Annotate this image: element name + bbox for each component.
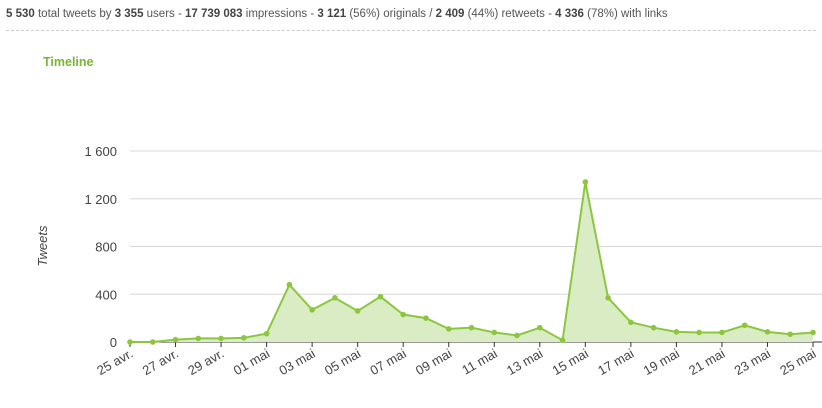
x-tick-label: 23 mai (732, 346, 773, 379)
x-tick-label: 27 avr. (140, 346, 181, 379)
x-tick-label: 11 mai (459, 346, 500, 378)
stat-value: 4 336 (555, 8, 584, 20)
point (354, 308, 361, 314)
stat-text: total tweets by (34, 8, 115, 20)
point (673, 329, 680, 335)
point (286, 281, 293, 288)
x-tick-label: 17 mai (595, 346, 636, 379)
point (468, 324, 475, 331)
y-tick-label: 1 200 (84, 192, 117, 207)
point (195, 335, 202, 342)
point (241, 335, 247, 341)
point (491, 329, 498, 336)
y-axis-title: Tweets (35, 225, 50, 266)
point (127, 339, 133, 345)
stat-value: 5 530 (6, 8, 35, 20)
area-fill (130, 182, 813, 342)
y-tick-label: 1 600 (84, 144, 117, 159)
stat-value: 3 355 (114, 8, 144, 20)
point (263, 330, 270, 337)
point (537, 324, 543, 331)
point (309, 306, 315, 313)
point (810, 329, 816, 336)
point (423, 315, 429, 321)
point (218, 335, 224, 342)
x-tick-label: 05 mai (322, 346, 363, 379)
y-tick-label: 0 (110, 335, 117, 350)
point (149, 339, 156, 345)
x-tick-label: 15 mai (550, 346, 591, 379)
stat-value: 3 121 (317, 8, 347, 20)
x-tick-label: 29 avr. (185, 346, 226, 379)
line (130, 181, 814, 343)
stat-text: (56%) originals / (346, 8, 436, 20)
stat-value: 2 409 (435, 8, 465, 20)
x-tick-label: 21 mai (686, 346, 727, 379)
point (650, 324, 657, 331)
x-tick-label: 25 avr. (94, 346, 135, 379)
x-tick-label: 09 mai (413, 346, 454, 379)
point (741, 322, 748, 329)
point (605, 295, 611, 301)
chart-title: Timeline (43, 55, 94, 69)
point (787, 331, 794, 338)
summary: 5 530 total tweets by 3 355 users - 17 7… (6, 8, 668, 20)
x-tick-label: 19 mai (641, 346, 682, 379)
point (764, 329, 771, 335)
point (445, 326, 452, 332)
stat-text: (78%) with links (583, 8, 668, 20)
x-tick-label: 03 mai (276, 346, 317, 379)
separator (6, 30, 816, 31)
point (400, 311, 407, 318)
x-tick-label: 07 mai (367, 346, 408, 379)
y-tick-label: 400 (95, 287, 117, 302)
y-tick-label: 800 (95, 240, 117, 255)
x-tick-label: 25 mai (777, 346, 818, 379)
point (514, 332, 520, 339)
x-tick-label: 13 mai (504, 346, 545, 379)
stat-text: impressions - (242, 8, 318, 20)
point (172, 336, 179, 343)
point (628, 319, 634, 326)
point (377, 293, 384, 300)
point (696, 329, 702, 336)
stat-value: 17 739 083 (185, 8, 243, 20)
x-tick-label: 01 mai (231, 346, 272, 379)
stat-text: users - (143, 8, 186, 20)
point (559, 337, 566, 344)
stat-text: (44%) retweets - (464, 8, 556, 20)
point (582, 179, 589, 185)
point (332, 295, 338, 301)
point (719, 329, 725, 336)
